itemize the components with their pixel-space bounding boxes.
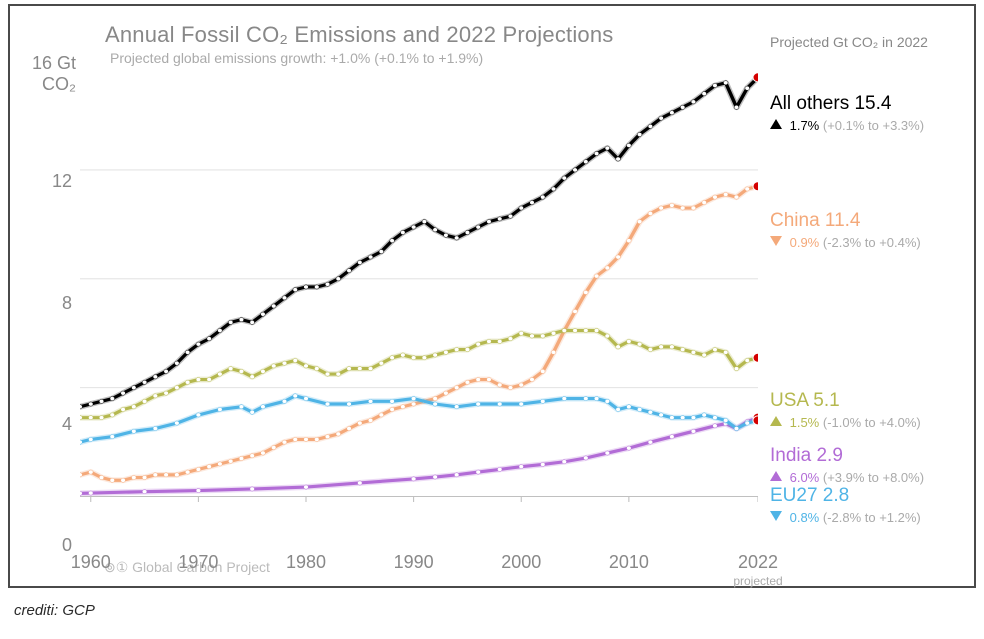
plot-area — [80, 61, 758, 546]
legend-growth-value: 0.9% — [786, 235, 823, 250]
legend-growth: 0.9% (-2.3% to +0.4%) — [770, 235, 980, 251]
x-tick-label: 1970 — [178, 552, 218, 573]
x-tick-label: 1980 — [286, 552, 326, 573]
legend-growth-value: 0.8% — [786, 510, 823, 525]
legend-growth-range: (+0.1% to +3.3%) — [823, 118, 924, 133]
legend-name: EU27 2.8 — [770, 484, 980, 508]
triangle-down-icon — [770, 236, 782, 246]
legend-growth-range: (-2.3% to +0.4%) — [823, 235, 921, 250]
legend-growth: 1.5% (-1.0% to +4.0%) — [770, 415, 980, 431]
x-tick-projected-label: projected — [733, 574, 782, 588]
legend-item-usa: USA 5.1 1.5% (-1.0% to +4.0%) — [770, 389, 980, 431]
legend: Projected Gt CO₂ in 2022 All others 15.4… — [770, 34, 980, 56]
legend-growth: 1.7% (+0.1% to +3.3%) — [770, 118, 980, 134]
y-tick-label: 0 — [32, 535, 72, 556]
legend-growth-value: 1.5% — [786, 415, 823, 430]
legend-growth-range: (+3.9% to +8.0%) — [823, 470, 924, 485]
legend-header: Projected Gt CO₂ in 2022 — [770, 34, 980, 50]
x-tick-label: 2000 — [501, 552, 541, 573]
x-tick-label: 1960 — [71, 552, 111, 573]
legend-growth-range: (-2.8% to +1.2%) — [823, 510, 921, 525]
y-tick-label: 4 — [32, 414, 72, 435]
legend-growth-value: 6.0% — [786, 470, 823, 485]
triangle-down-icon — [770, 511, 782, 521]
chart-title: Annual Fossil CO₂ Emissions and 2022 Pro… — [105, 22, 614, 48]
legend-item-eu27: EU27 2.8 0.8% (-2.8% to +1.2%) — [770, 484, 980, 526]
x-tick-label: 1990 — [394, 552, 434, 573]
triangle-up-icon — [770, 471, 782, 481]
legend-item-all_others: All others 15.4 1.7% (+0.1% to +3.3%) — [770, 92, 980, 134]
chart-frame: Annual Fossil CO₂ Emissions and 2022 Pro… — [8, 4, 976, 588]
triangle-up-icon — [770, 119, 782, 129]
legend-item-india: India 2.9 6.0% (+3.9% to +8.0%) — [770, 444, 980, 486]
legend-name: USA 5.1 — [770, 389, 980, 413]
credit-line: crediti: GCP — [14, 602, 95, 619]
y-axis-unit-top: 16 Gt — [24, 54, 76, 74]
legend-growth-value: 1.7% — [786, 118, 823, 133]
y-tick-label: 8 — [32, 293, 72, 314]
legend-name: All others 15.4 — [770, 92, 980, 116]
chart-svg — [80, 61, 758, 546]
y-axis-unit-sub: CO₂ — [24, 74, 76, 95]
x-tick-label: 2010 — [609, 552, 649, 573]
legend-name: China 11.4 — [770, 209, 980, 233]
legend-growth: 0.8% (-2.8% to +1.2%) — [770, 510, 980, 526]
triangle-up-icon — [770, 416, 782, 426]
legend-growth-range: (-1.0% to +4.0%) — [823, 415, 921, 430]
legend-item-china: China 11.4 0.9% (-2.3% to +0.4%) — [770, 209, 980, 251]
legend-name: India 2.9 — [770, 444, 980, 468]
x-tick-label: 2022 — [738, 552, 778, 573]
y-tick-label: 12 — [32, 171, 72, 192]
